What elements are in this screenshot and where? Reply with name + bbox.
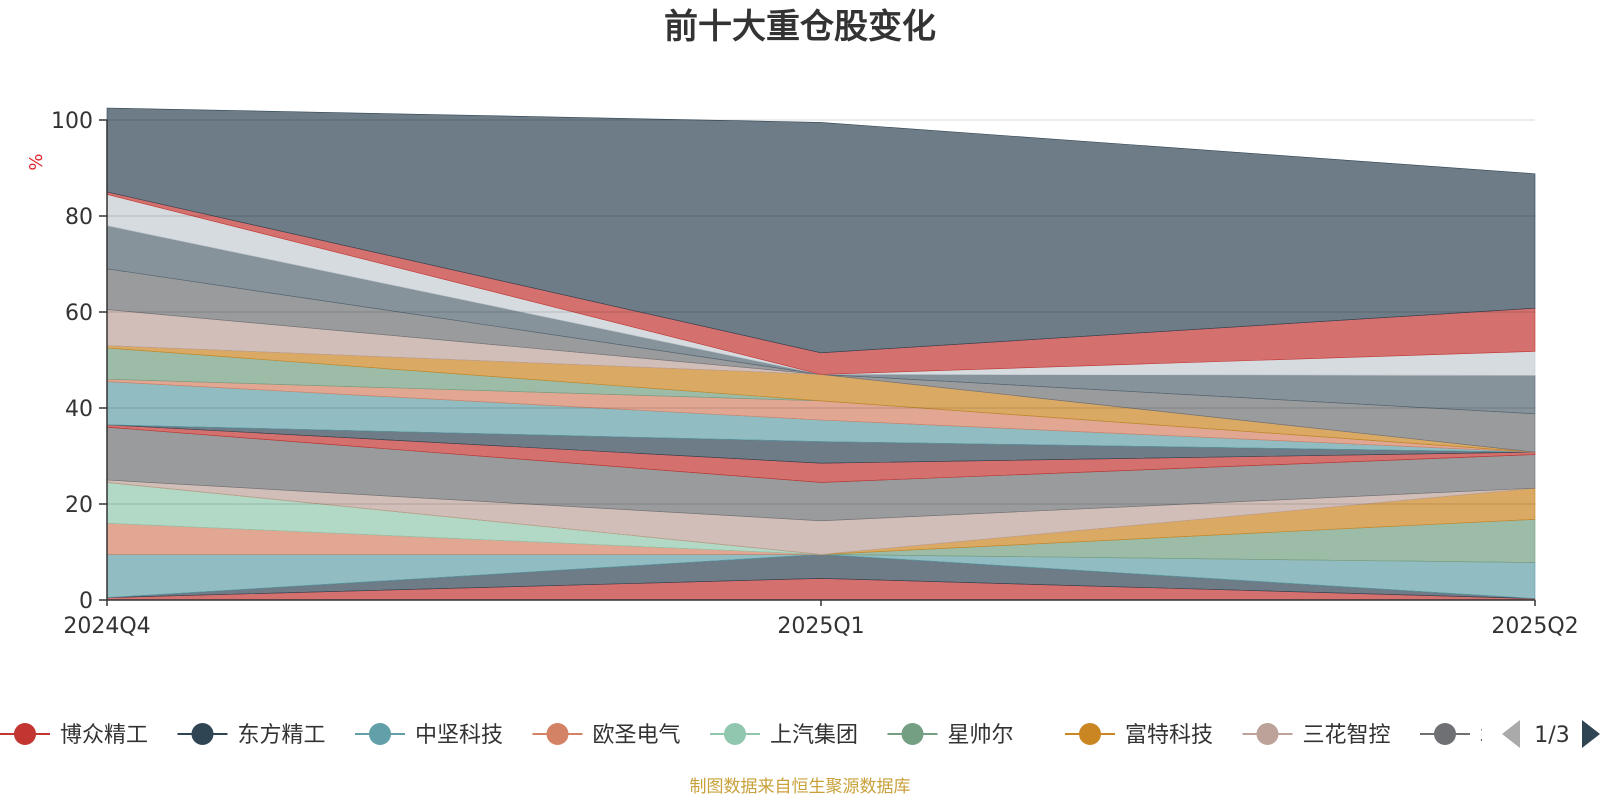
triangle-right-icon[interactable] [1582, 720, 1600, 748]
gridlines [107, 119, 1535, 505]
x-tick-label-2024Q4: 2024Q4 [63, 614, 150, 639]
legend-label: 三花智控 [1303, 723, 1391, 748]
x-tick-label-2025Q2: 2025Q2 [1491, 614, 1578, 639]
legend-item-8[interactable]: 三花智控 [1242, 723, 1391, 748]
legend-marker-icon [1434, 723, 1456, 745]
triangle-left-icon[interactable] [1502, 720, 1520, 748]
legend-item-9[interactable]: 北特科技 [1420, 723, 1568, 748]
y-tick-label-80: 80 [65, 205, 93, 230]
area-layers [106, 107, 1536, 601]
y-tick-label-0: 0 [79, 589, 93, 614]
legend-item-6[interactable]: 星帅尔 [887, 723, 1014, 748]
legend-item-5[interactable]: 上汽集团 [710, 723, 858, 748]
legend-label: 中坚科技 [415, 723, 503, 748]
y-tick-label-40: 40 [65, 397, 93, 422]
y-tick-label-60: 60 [65, 301, 93, 326]
legend-label: 博众精工 [60, 723, 148, 748]
legend-marker-icon [724, 723, 746, 745]
legend-marker-icon [1079, 723, 1101, 745]
legend-items: 博众精工 东方精工 中坚科技 欧圣电气 上汽集团 星帅尔 富特科技 三花智控 北特科技 [0, 723, 1568, 748]
axes: 0 20 40 60 80 100 2024Q4 2025Q1 2025Q2 [51, 109, 1579, 639]
legend-label: 北特科技 [1480, 723, 1568, 748]
legend-marker-icon [546, 723, 569, 745]
y-axis-label: % [26, 153, 47, 170]
y-tick-label-20: 20 [65, 493, 93, 518]
legend-page-indicator: 1/3 [1534, 723, 1569, 748]
x-tick-label-2025Q1: 2025Q1 [777, 614, 864, 639]
legend-label: 上汽集团 [770, 723, 858, 748]
legend-marker-icon [901, 723, 924, 745]
legend-item-7[interactable]: 富特科技 [1065, 723, 1213, 748]
legend-item-3[interactable]: 中坚科技 [355, 723, 503, 748]
legend-marker-icon [1256, 723, 1279, 745]
y-tick-label-100: 100 [51, 109, 93, 134]
legend-label: 欧圣电气 [593, 723, 681, 748]
legend-label: 富特科技 [1125, 723, 1213, 748]
legend-label: 星帅尔 [948, 723, 1014, 748]
data-source-note: 制图数据来自恒生聚源数据库 [690, 777, 911, 797]
legend-label: 东方精工 [238, 723, 326, 748]
chart-title: 前十大重仓股变化 [664, 7, 936, 47]
legend-item-1[interactable]: 博众精工 [0, 723, 148, 748]
legend-marker-icon [191, 723, 214, 745]
legend-marker-icon [14, 723, 36, 745]
legend-item-2[interactable]: 东方精工 [177, 723, 326, 748]
legend-marker-icon [369, 723, 391, 745]
legend-item-4[interactable]: 欧圣电气 [532, 723, 681, 748]
